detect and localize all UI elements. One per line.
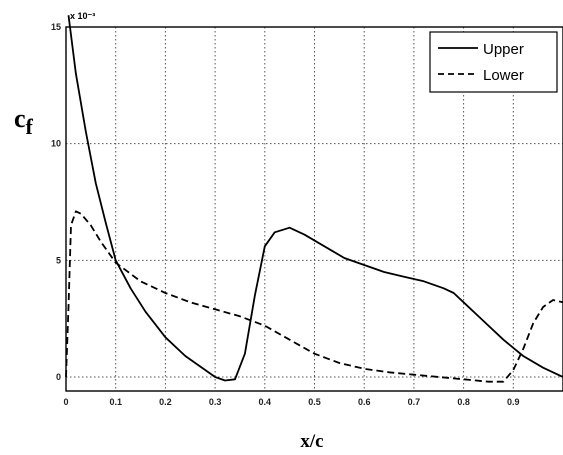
x-tick-label: 0.2 bbox=[159, 397, 172, 407]
series-line-lower bbox=[65, 210, 563, 383]
x-tick-label: 0.5 bbox=[308, 397, 321, 407]
plot-frame bbox=[65, 26, 563, 392]
x-tick-label: 0.3 bbox=[209, 397, 222, 407]
legend-lower-label: Lower bbox=[483, 67, 524, 84]
legend: Upper Lower bbox=[429, 31, 558, 93]
legend-box bbox=[429, 31, 558, 93]
x-tick-label: 0 bbox=[63, 397, 68, 407]
x-tick-label: 0.7 bbox=[408, 397, 421, 407]
y-tick-label: 10 bbox=[51, 139, 61, 149]
legend-upper-label: Upper bbox=[483, 41, 524, 58]
x-axis-label: x/c bbox=[300, 431, 323, 452]
exponent-label: x 10⁻³ bbox=[70, 11, 95, 21]
y-axis-label: cf bbox=[14, 104, 34, 139]
tick-layer: 0 0.1 0.2 0.3 0.4 0.5 0.6 0.7 0.8 0.9 0 5 10 15 bbox=[51, 22, 520, 407]
y-tick-label: 5 bbox=[56, 255, 61, 265]
y-tick-label: 0 bbox=[56, 372, 61, 382]
x-tick-label: 0.1 bbox=[109, 397, 122, 407]
x-tick-label: 0.6 bbox=[358, 397, 371, 407]
x-tick-label: 0.8 bbox=[457, 397, 470, 407]
y-tick-label: 15 bbox=[51, 22, 61, 32]
series-line-upper bbox=[67, 15, 563, 382]
series-layer bbox=[65, 15, 563, 383]
y-axis-label-sub: f bbox=[26, 114, 34, 139]
y-axis-label-main: c bbox=[14, 104, 26, 133]
x-tick-label: 0.9 bbox=[507, 397, 520, 407]
x-tick-label: 0.4 bbox=[259, 397, 272, 407]
